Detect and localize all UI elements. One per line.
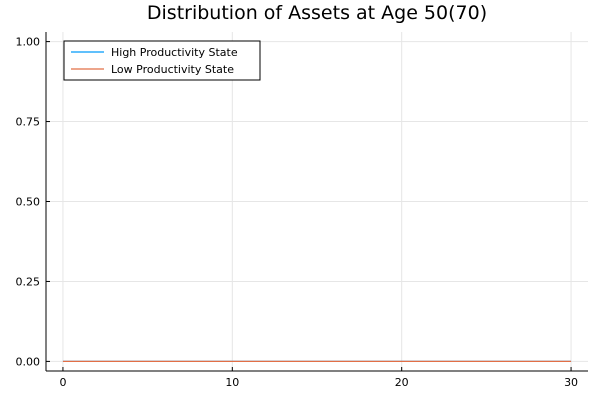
- y-tick-label: 0.50: [16, 196, 41, 209]
- chart-title: Distribution of Assets at Age 50(70): [147, 2, 487, 24]
- legend-box: [63, 40, 261, 81]
- y-tick-label: 0.75: [16, 116, 41, 129]
- x-tick-label: 0: [59, 376, 66, 389]
- legend-label: High Productivity State: [111, 46, 238, 59]
- legend-label: Low Productivity State: [111, 63, 234, 76]
- x-tick-label: 20: [395, 376, 409, 389]
- x-tick-label: 10: [225, 376, 239, 389]
- axes: 0 10 20 30 0.00 0.25 0.50 0.75 1.00: [16, 32, 588, 389]
- y-tick-label: 1.00: [16, 36, 41, 49]
- y-tick-label: 0.00: [16, 355, 41, 368]
- y-tick-label: 0.25: [16, 275, 41, 288]
- legend: High Productivity State Low Productivity …: [63, 40, 261, 81]
- x-tick-label: 30: [564, 376, 578, 389]
